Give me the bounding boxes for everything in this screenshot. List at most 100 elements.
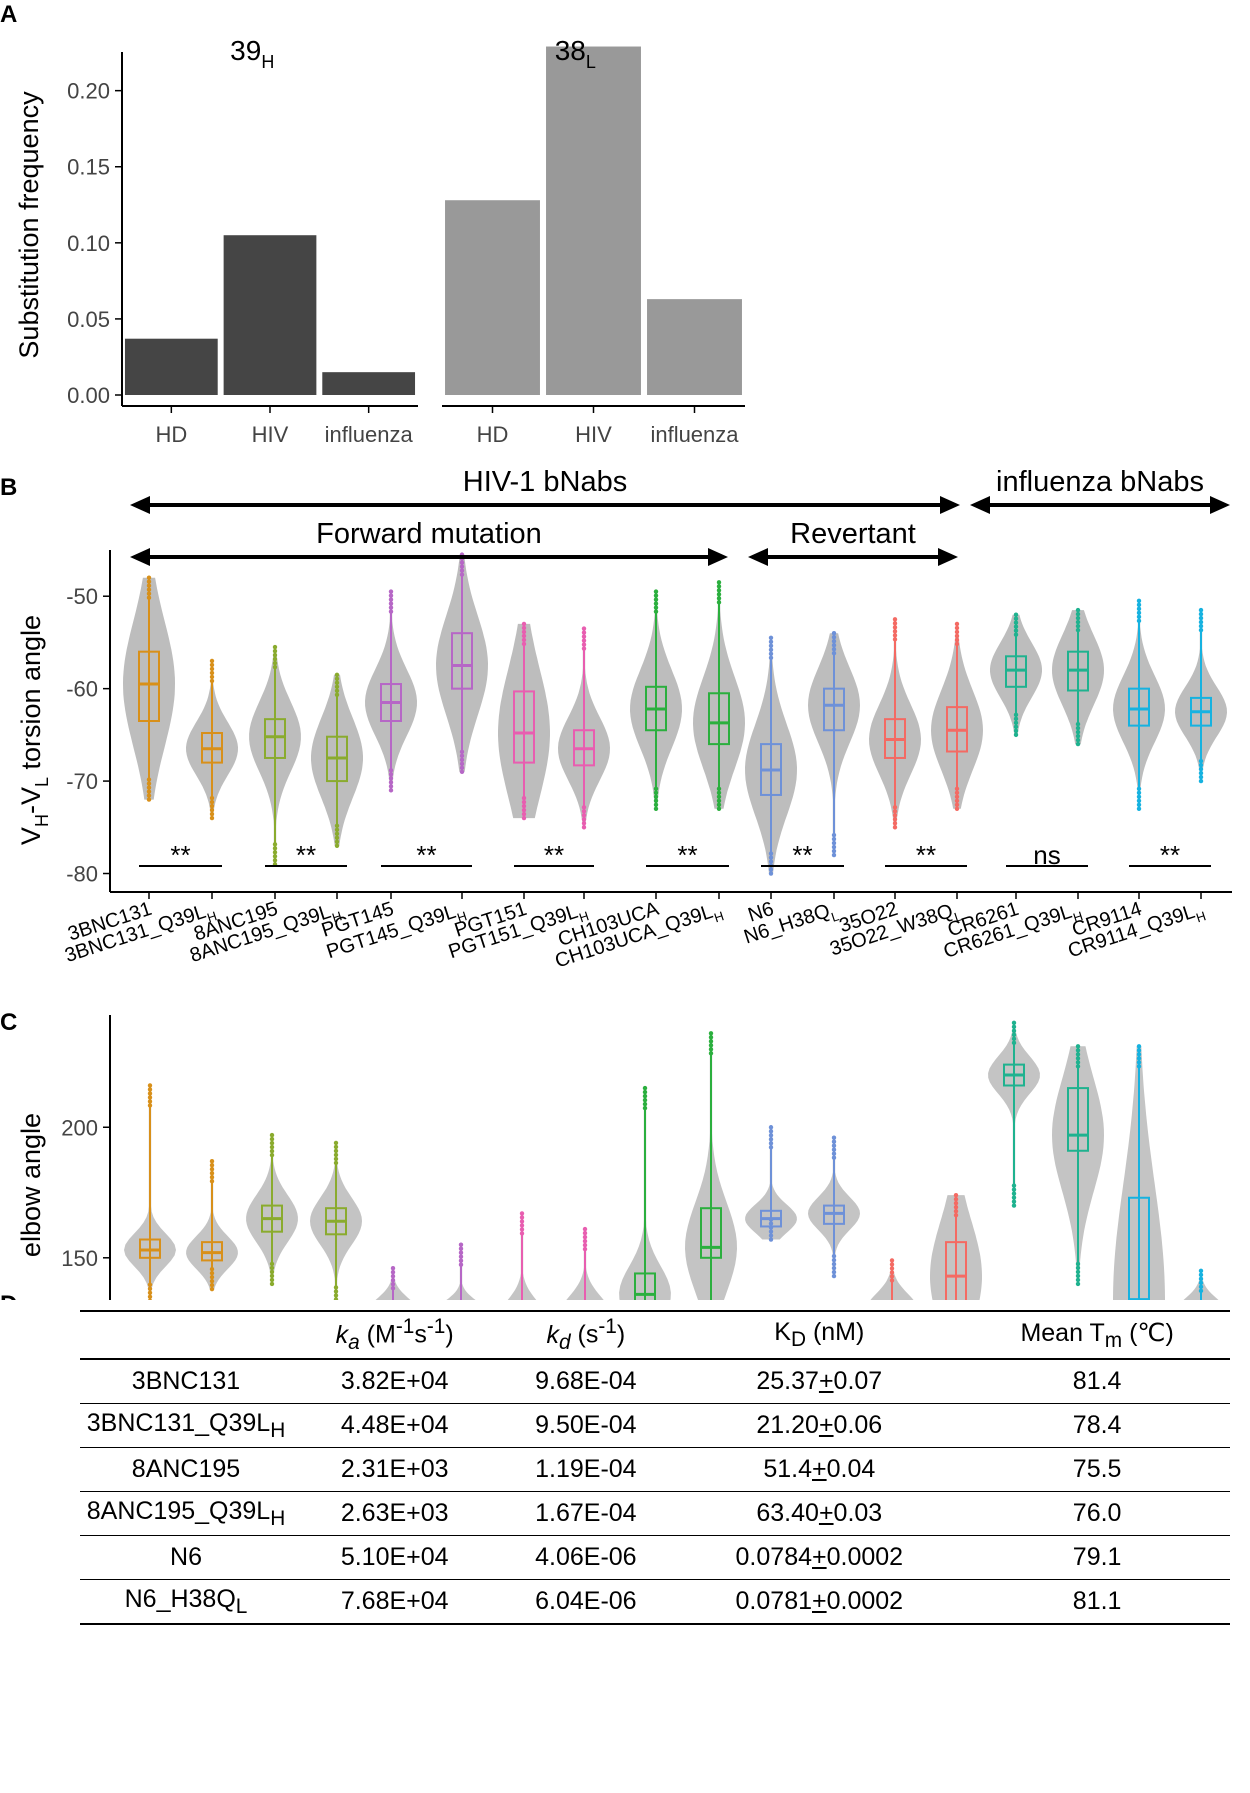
outlier-dot (1013, 712, 1019, 718)
outlier-dot (272, 652, 278, 658)
outlier-dot (209, 1162, 215, 1168)
outlier-dot (1075, 623, 1081, 629)
bar-HD (124, 338, 218, 395)
cell-name: 8ANC195_Q39LH (80, 1491, 292, 1536)
outlier-dot (459, 761, 465, 767)
cell-name: N6 (80, 1535, 292, 1580)
y-tick-label: 0.20 (67, 79, 110, 104)
y-tick-label: -60 (66, 677, 98, 702)
cell-name: 8ANC195 (80, 1447, 292, 1492)
outlier-dot (1198, 778, 1204, 784)
outlier-dot (459, 568, 465, 573)
outlier-dot (147, 1290, 153, 1295)
outlier-dot (388, 780, 394, 785)
outlier-dot (209, 807, 215, 813)
arrow-head-left (970, 496, 990, 514)
outlier-dot (146, 595, 152, 600)
outlier-dot (333, 1148, 339, 1154)
outlier-dot (889, 1278, 895, 1283)
outlier-dot (147, 1091, 153, 1096)
significance-label: ** (792, 840, 812, 870)
cell-kd: 9.50E-04 (497, 1403, 675, 1448)
outlier-dot (1075, 615, 1081, 621)
arrow-head-right (1210, 496, 1230, 514)
significance-label: ** (916, 840, 936, 870)
outlier-dot (1011, 1203, 1017, 1208)
outlier-dot (581, 638, 587, 643)
outlier-dot (1013, 612, 1019, 617)
outlier-dot (768, 867, 774, 872)
outlier-dot (581, 813, 587, 818)
outlier-dot (1011, 1195, 1017, 1200)
table-row: 3BNC131_Q39LH 4.48E+04 9.50E-04 21.20+0.06 7… (80, 1403, 1230, 1448)
cell-tm: 81.4 (964, 1359, 1230, 1404)
outlier-dot (334, 843, 340, 848)
y-tick-label: 150 (61, 1246, 98, 1271)
outlier-dot (334, 684, 340, 689)
cell-ka: 4.48E+04 (292, 1403, 498, 1448)
table-row: 8ANC195 2.31E+03 1.19E-04 51.4+0.04 75.5 (80, 1447, 1230, 1492)
outlier-dot (1198, 1276, 1204, 1282)
outlier-dot (1011, 1187, 1017, 1192)
outlier-dot (459, 757, 465, 763)
outlier-dot (333, 1160, 339, 1166)
arrow-head-left (130, 496, 150, 514)
header-tm: Mean Tm (℃) (964, 1310, 1230, 1360)
outlier-dot (708, 1051, 714, 1056)
outlier-dot (892, 825, 898, 830)
outlier-dot (768, 1141, 774, 1146)
outlier-dot (209, 678, 215, 684)
outlier-dot (1013, 628, 1019, 633)
outlier-dot (146, 579, 152, 584)
outlier-dot (1013, 732, 1019, 738)
facet-title: 38L (555, 35, 596, 72)
outlier-dot (716, 802, 722, 808)
outlier-dot (892, 617, 898, 622)
outlier-dot (272, 656, 278, 662)
panel-label-d: D (0, 1291, 17, 1300)
y-tick-label: -50 (66, 584, 98, 609)
outlier-dot (333, 1297, 339, 1300)
outlier-dot (581, 626, 587, 631)
outlier-dot (768, 643, 774, 649)
arrow-head-left (130, 548, 150, 566)
outlier-dot (1013, 716, 1019, 722)
outlier-dot (146, 575, 152, 580)
outlier-dot (708, 1039, 714, 1044)
outlier-dot (1136, 1056, 1142, 1061)
group-label: HIV-1 bNabs (463, 466, 627, 498)
outlier-dot (1075, 1281, 1081, 1287)
outlier-dot (1198, 762, 1204, 768)
outlier-dot (831, 1143, 837, 1148)
x-tick-label: HD (155, 422, 187, 447)
cell-ka: 5.10E+04 (292, 1535, 498, 1580)
outlier-dot (1198, 615, 1204, 621)
outlier-dot (388, 597, 394, 602)
significance-label: ns (1033, 840, 1060, 870)
outlier-dot (1075, 733, 1081, 739)
y-tick-label: 0.05 (67, 307, 110, 332)
outlier-dot (334, 676, 340, 681)
outlier-dot (388, 593, 394, 598)
outlier-dot (388, 601, 394, 606)
y-tick-label: 0.00 (67, 383, 110, 408)
outlier-dot (269, 1132, 275, 1138)
outlier-dot (954, 633, 960, 639)
outlier-dot (716, 806, 722, 812)
outlier-dot (519, 1223, 525, 1228)
outlier-dot (269, 1144, 275, 1150)
outlier-dot (1198, 1272, 1204, 1278)
outlier-dot (892, 809, 898, 814)
box-PGT145_Q39LH (451, 632, 473, 690)
outlier-dot (147, 1298, 153, 1300)
outlier-dot (831, 840, 837, 846)
significance-label: ** (416, 840, 436, 870)
outlier-dot (954, 625, 960, 631)
outlier-dot (831, 1265, 837, 1271)
outlier-dot (1011, 1032, 1017, 1038)
outlier-dot (581, 805, 587, 810)
outlier-dot (716, 592, 722, 597)
box-8ANC195 (264, 718, 286, 759)
outlier-dot (459, 564, 465, 569)
outlier-dot (147, 1095, 153, 1100)
